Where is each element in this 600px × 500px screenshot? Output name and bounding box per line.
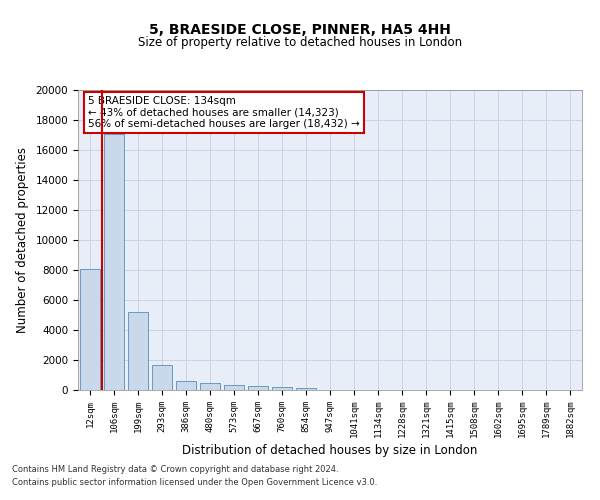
Text: 5, BRAESIDE CLOSE, PINNER, HA5 4HH: 5, BRAESIDE CLOSE, PINNER, HA5 4HH	[149, 22, 451, 36]
Text: Contains HM Land Registry data © Crown copyright and database right 2024.: Contains HM Land Registry data © Crown c…	[12, 466, 338, 474]
Text: Size of property relative to detached houses in London: Size of property relative to detached ho…	[138, 36, 462, 49]
Bar	[128, 312, 148, 390]
Bar	[152, 364, 172, 390]
Y-axis label: Number of detached properties: Number of detached properties	[16, 147, 29, 333]
Bar	[80, 269, 100, 390]
X-axis label: Distribution of detached houses by size in London: Distribution of detached houses by size …	[182, 444, 478, 458]
Bar	[200, 383, 220, 390]
Text: 5 BRAESIDE CLOSE: 134sqm
← 43% of detached houses are smaller (14,323)
56% of se: 5 BRAESIDE CLOSE: 134sqm ← 43% of detach…	[88, 96, 360, 129]
Bar	[104, 134, 124, 390]
Text: Contains public sector information licensed under the Open Government Licence v3: Contains public sector information licen…	[12, 478, 377, 487]
Bar	[248, 386, 268, 390]
Bar	[224, 385, 244, 390]
Bar	[176, 381, 196, 390]
Bar	[296, 388, 316, 390]
Bar	[272, 387, 292, 390]
